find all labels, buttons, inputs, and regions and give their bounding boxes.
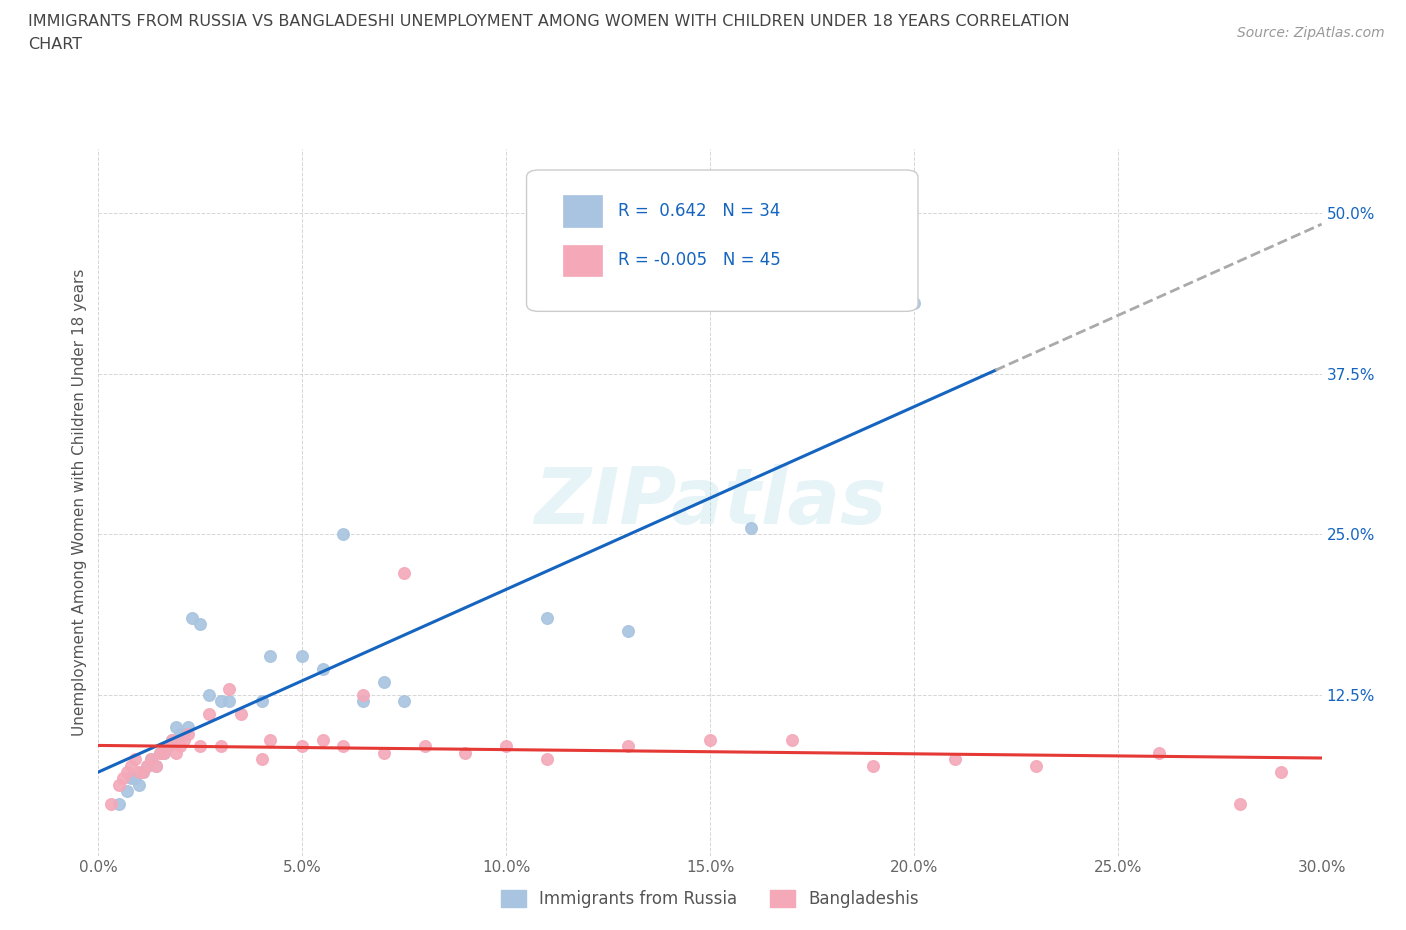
Point — [392, 694, 416, 709]
Point — [132, 764, 155, 779]
Point — [173, 733, 195, 748]
Point — [165, 720, 187, 735]
FancyBboxPatch shape — [564, 245, 602, 276]
Y-axis label: Unemployment Among Women with Children Under 18 years: Unemployment Among Women with Children U… — [72, 269, 87, 736]
Point — [160, 733, 183, 748]
Point — [169, 726, 191, 741]
Point — [352, 694, 374, 709]
Text: ZIPatlas: ZIPatlas — [534, 464, 886, 540]
Point — [177, 726, 200, 741]
Point — [108, 797, 131, 812]
Point — [115, 764, 138, 779]
Point — [259, 649, 281, 664]
Point — [617, 623, 640, 638]
Point — [1025, 758, 1047, 773]
Point — [454, 745, 477, 760]
Point — [1229, 797, 1251, 812]
Point — [136, 758, 159, 773]
Point — [156, 739, 179, 754]
Point — [152, 745, 174, 760]
Point — [149, 745, 172, 760]
Point — [903, 296, 925, 311]
Point — [1147, 745, 1170, 760]
Point — [780, 733, 803, 748]
Point — [495, 739, 517, 754]
Point — [536, 751, 558, 766]
Point — [111, 771, 134, 786]
Point — [136, 758, 159, 773]
Point — [392, 565, 416, 580]
Point — [1270, 764, 1292, 779]
Point — [132, 764, 155, 779]
Point — [218, 681, 240, 696]
Text: R = -0.005   N = 45: R = -0.005 N = 45 — [619, 251, 782, 270]
Point — [259, 733, 281, 748]
Point — [617, 739, 640, 754]
Point — [943, 751, 966, 766]
Point — [124, 771, 146, 786]
Text: Source: ZipAtlas.com: Source: ZipAtlas.com — [1237, 26, 1385, 40]
Point — [197, 687, 219, 702]
Point — [181, 610, 204, 625]
Point — [188, 739, 212, 754]
Point — [291, 739, 314, 754]
Point — [197, 707, 219, 722]
Point — [250, 751, 273, 766]
Point — [218, 694, 240, 709]
Point — [177, 720, 200, 735]
Point — [373, 674, 395, 689]
Point — [100, 797, 122, 812]
Point — [312, 662, 335, 677]
Point — [120, 771, 142, 786]
Point — [699, 733, 721, 748]
Point — [128, 777, 150, 792]
Point — [152, 745, 174, 760]
Point — [740, 521, 762, 536]
Point — [209, 694, 232, 709]
Point — [128, 764, 150, 779]
Point — [188, 617, 212, 631]
Point — [352, 687, 374, 702]
Point — [145, 758, 167, 773]
Point — [156, 739, 179, 754]
Point — [160, 733, 183, 748]
Text: IMMIGRANTS FROM RUSSIA VS BANGLADESHI UNEMPLOYMENT AMONG WOMEN WITH CHILDREN UND: IMMIGRANTS FROM RUSSIA VS BANGLADESHI UN… — [28, 14, 1070, 29]
Point — [141, 751, 163, 766]
Point — [373, 745, 395, 760]
Point — [120, 758, 142, 773]
Point — [115, 784, 138, 799]
Point — [332, 739, 354, 754]
Point — [149, 745, 172, 760]
Point — [312, 733, 335, 748]
Point — [124, 751, 146, 766]
Point — [536, 610, 558, 625]
Point — [209, 739, 232, 754]
Point — [862, 758, 884, 773]
Point — [173, 726, 195, 741]
FancyBboxPatch shape — [564, 195, 602, 227]
Point — [291, 649, 314, 664]
Point — [250, 694, 273, 709]
Point — [231, 707, 253, 722]
Point — [108, 777, 131, 792]
Point — [145, 758, 167, 773]
FancyBboxPatch shape — [526, 170, 918, 312]
Text: R =  0.642   N = 34: R = 0.642 N = 34 — [619, 202, 780, 220]
Point — [332, 527, 354, 542]
Text: CHART: CHART — [28, 37, 82, 52]
Point — [141, 751, 163, 766]
Point — [169, 739, 191, 754]
Legend: Immigrants from Russia, Bangladeshis: Immigrants from Russia, Bangladeshis — [494, 883, 927, 914]
Point — [165, 745, 187, 760]
Point — [413, 739, 436, 754]
